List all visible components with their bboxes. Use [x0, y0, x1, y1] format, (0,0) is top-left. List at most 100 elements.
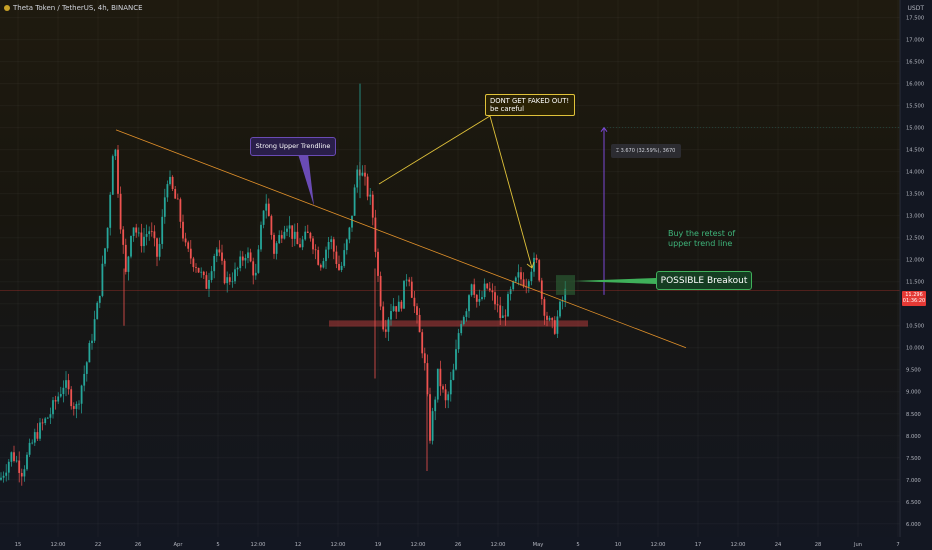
- price-axis-bg: [900, 0, 932, 550]
- candle-body: [153, 231, 156, 239]
- candle-body: [468, 295, 470, 312]
- candle-body: [395, 306, 398, 312]
- candle-body: [509, 289, 512, 295]
- candle-body: [366, 176, 369, 197]
- candle-body: [538, 260, 541, 281]
- last-price-countdown: 01:36:20: [902, 298, 926, 304]
- candles: [0, 83, 567, 486]
- symbol-header[interactable]: Theta Token / TetherUS, 4h, BINANCE: [4, 4, 143, 12]
- candle-body: [283, 231, 286, 239]
- candle-body: [57, 396, 60, 402]
- upper-trendline: [115, 129, 687, 349]
- candle-body: [540, 280, 543, 300]
- candle-body: [109, 194, 112, 228]
- currency-label[interactable]: USDT: [907, 5, 925, 12]
- candle-body: [145, 234, 148, 237]
- candle-body: [7, 461, 10, 473]
- y-tick-label: 6.000: [906, 522, 921, 528]
- x-tick-label: 24: [775, 542, 782, 548]
- y-tick-label: 6.500: [906, 500, 921, 506]
- buy-retest-note[interactable]: Buy the retest of upper trend line: [668, 229, 735, 249]
- candle-body: [530, 271, 533, 282]
- candle-body: [457, 333, 460, 350]
- candle-body: [182, 221, 184, 239]
- x-tick-label: 5: [216, 542, 219, 548]
- candle-body: [364, 172, 366, 177]
- measure-label[interactable]: ⌶ 3.670 (32.59%), 3670: [611, 144, 681, 158]
- candle-body: [522, 279, 525, 287]
- callout-upper-trendline[interactable]: Strong Upper Trendline: [250, 137, 336, 156]
- x-tick-label: 17: [695, 542, 702, 548]
- y-tick-label: 10.000: [906, 346, 924, 352]
- candle-body: [309, 232, 312, 239]
- candle-body: [288, 225, 291, 229]
- symbol-title: Theta Token / TetherUS, 4h, BINANCE: [13, 4, 143, 12]
- candle-body: [327, 242, 330, 250]
- candle-body: [392, 306, 395, 312]
- candle-body: [403, 280, 405, 309]
- candle-body: [317, 250, 320, 265]
- callout-breakout[interactable]: POSSIBLE Breakout: [656, 271, 752, 290]
- candle-body: [15, 460, 18, 462]
- candle-body: [551, 317, 554, 321]
- y-tick-label: 12.000: [906, 258, 924, 264]
- candle-body: [187, 242, 190, 249]
- candle-body: [200, 271, 203, 273]
- candle-body: [161, 216, 164, 244]
- candle-body: [83, 373, 86, 386]
- candle-body: [49, 414, 52, 418]
- candle-body: [304, 231, 307, 240]
- candle-body: [247, 252, 249, 259]
- candle-body: [384, 329, 387, 332]
- candle-body: [189, 248, 192, 259]
- zones: [329, 320, 588, 327]
- x-tick-label: 19: [375, 542, 382, 548]
- candle-body: [265, 203, 268, 211]
- x-tick-label: 5: [576, 542, 579, 548]
- breakout-pointer: [573, 278, 656, 284]
- candle-body: [223, 260, 226, 284]
- candle-body: [236, 268, 239, 270]
- candle-body: [431, 411, 434, 441]
- candle-body: [226, 277, 229, 284]
- candle-body: [301, 239, 304, 248]
- candle-body: [270, 216, 273, 235]
- candle-body: [405, 279, 408, 281]
- candle-body: [231, 281, 234, 283]
- candle-body: [208, 279, 210, 289]
- y-tick-label: 7.500: [906, 456, 921, 462]
- x-tick-label: 26: [135, 542, 142, 548]
- candle-body: [400, 301, 403, 309]
- candle-body: [444, 389, 447, 401]
- candle-body: [23, 469, 26, 477]
- candle-body: [228, 277, 231, 282]
- candle-body: [535, 257, 538, 261]
- candle-body: [252, 261, 255, 276]
- candle-body: [520, 272, 522, 280]
- callout-fakeout[interactable]: DONT GET FAKED OUT! be careful: [485, 94, 575, 116]
- overlays: [0, 115, 900, 349]
- candle-body: [119, 193, 122, 230]
- last-price-value: 11.296: [905, 292, 923, 298]
- candle-body: [390, 311, 392, 320]
- x-tick-label: 22: [95, 542, 102, 548]
- candle-body: [447, 394, 450, 401]
- candle-body: [179, 199, 182, 222]
- candle-body: [150, 231, 153, 233]
- fakeout-pointer-right: [489, 115, 533, 269]
- candle-body: [70, 389, 73, 407]
- candle-body: [481, 297, 483, 300]
- candle-body: [267, 203, 270, 217]
- candle-body: [67, 380, 70, 390]
- candle-body: [202, 271, 205, 276]
- candle-body: [299, 244, 301, 248]
- candle-body: [325, 249, 327, 262]
- buy-retest-line2: upper trend line: [668, 239, 733, 248]
- candle-body: [85, 362, 88, 374]
- candle-body: [241, 256, 244, 261]
- fakeout-pointer-left: [378, 115, 491, 185]
- symbol-icon: [4, 5, 10, 11]
